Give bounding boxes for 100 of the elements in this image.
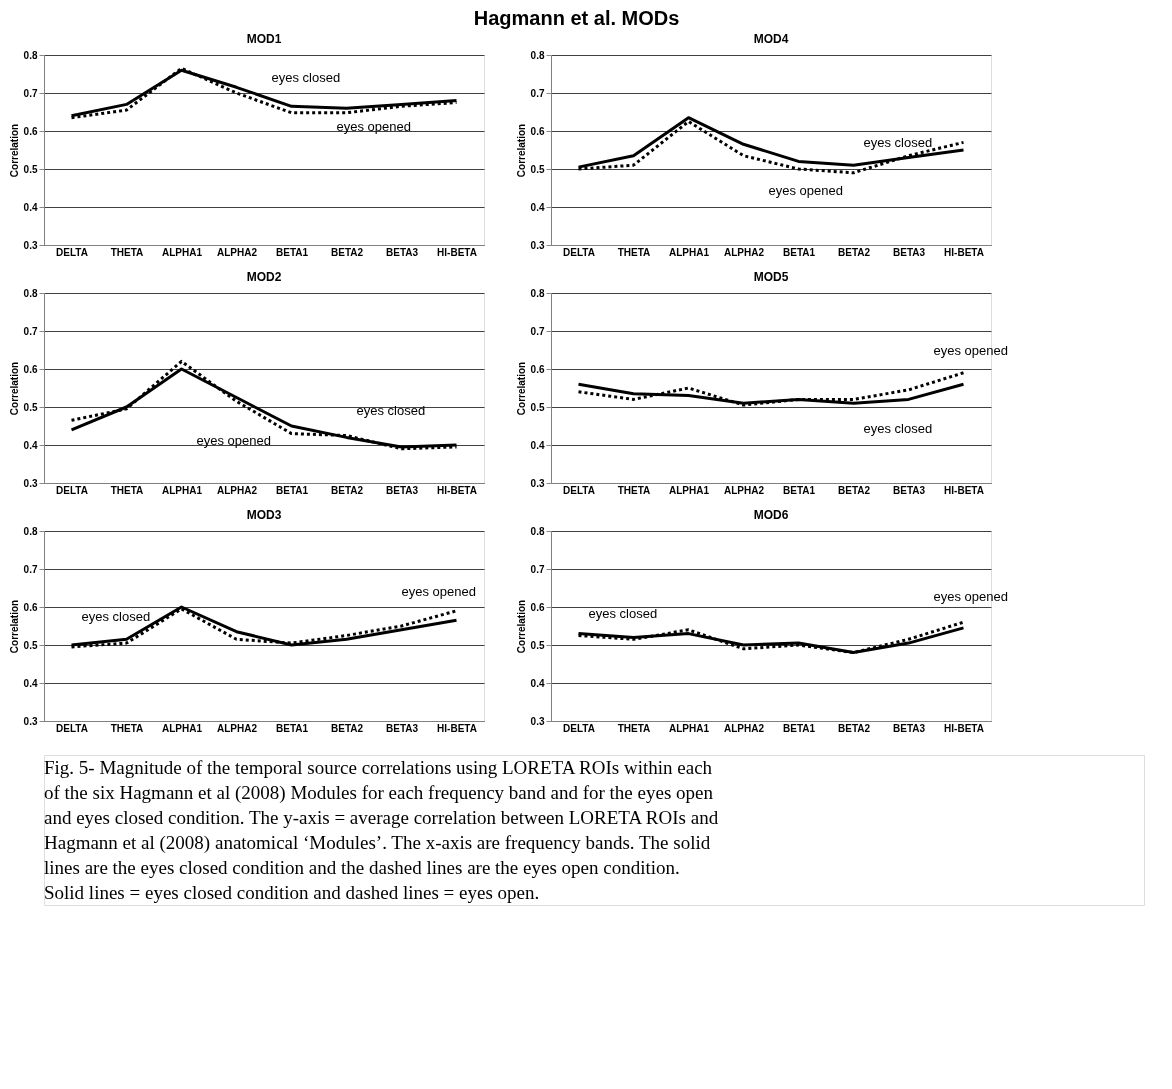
y-tick-label: 0.3: [530, 477, 545, 489]
series-label: eyes opened: [336, 118, 411, 134]
chart-title: MOD5: [753, 270, 789, 284]
y-tick-label: 0.6: [530, 363, 545, 375]
x-tick-label: ALPHA2: [216, 722, 258, 734]
series-label: eyes opened: [933, 342, 1008, 358]
x-tick-label: BETA2: [837, 246, 871, 258]
x-tick-label: BETA1: [782, 246, 816, 258]
x-tick-label: BETA2: [330, 722, 364, 734]
x-tick-label: THETA: [110, 484, 144, 496]
y-tick-label: 0.4: [23, 439, 38, 451]
x-tick-label: BETA3: [892, 722, 926, 734]
chart-title: MOD4: [753, 32, 789, 46]
y-tick-label: 0.7: [23, 325, 38, 337]
y-tick-label: 0.3: [530, 715, 545, 727]
y-tick-label: 0.7: [23, 563, 38, 575]
y-tick-label: 0.3: [23, 715, 38, 727]
y-axis-title: Correlation: [8, 123, 20, 178]
x-tick-label: BETA1: [275, 484, 309, 496]
y-tick-label: 0.7: [23, 87, 38, 99]
x-tick-label: BETA2: [330, 484, 364, 496]
y-tick-label: 0.4: [530, 201, 545, 213]
series-label: eyes closed: [863, 421, 933, 437]
x-tick-label: THETA: [617, 484, 651, 496]
series-label: eyes closed: [81, 609, 151, 624]
x-tick-label: DELTA: [563, 246, 595, 258]
x-tick-label: HI-BETA: [944, 722, 984, 734]
x-tick-label: ALPHA2: [216, 246, 258, 258]
x-tick-label: THETA: [617, 722, 651, 734]
x-tick-label: BETA3: [385, 722, 419, 734]
y-axis-title: Correlation: [8, 599, 20, 654]
y-tick-label: 0.5: [530, 401, 545, 413]
x-tick-label: BETA1: [782, 484, 816, 496]
text: of the six Hagmann et al (2008) Modules for each frequency band and for the eyes open: [44, 781, 714, 804]
x-tick-label: ALPHA1: [161, 722, 203, 734]
chart-title: MOD3: [246, 508, 282, 522]
text: eyes opened: [933, 589, 1008, 605]
y-tick-label: 0.7: [530, 563, 545, 575]
y-tick-label: 0.8: [23, 525, 38, 537]
y-tick-label: 0.5: [23, 639, 38, 651]
x-tick-label: THETA: [617, 246, 651, 258]
x-tick-label: BETA2: [837, 484, 871, 496]
x-tick-label: ALPHA1: [668, 484, 710, 496]
series-label: eyes opened: [768, 183, 843, 198]
text: and eyes closed condition. The y-axis = average correlation between LORETA ROIs and: [44, 806, 719, 828]
y-tick-label: 0.6: [530, 125, 545, 137]
x-tick-label: BETA3: [892, 246, 926, 258]
x-tick-label: DELTA: [563, 484, 595, 496]
x-tick-label: HI-BETA: [437, 484, 477, 496]
x-tick-label: THETA: [110, 246, 144, 258]
y-tick-label: 0.4: [530, 439, 545, 451]
series-label: eyes closed: [863, 135, 933, 151]
y-axis-title: Correlation: [8, 361, 20, 416]
text: Hagmann et al (2008) anatomical ‘Modules’. The x-axis are frequency bands. The solid: [44, 831, 711, 854]
caption: Fig. 5- Magnitude of the temporal source correlations using LORETA ROIs within each: [44, 756, 713, 778]
y-axis-title: Correlation: [515, 361, 527, 416]
x-tick-label: HI-BETA: [437, 246, 477, 258]
y-axis-title: Correlation: [515, 123, 527, 178]
y-tick-label: 0.7: [530, 325, 545, 337]
series-label: eyes opened: [401, 584, 476, 599]
text: Hagmann et al. MODs: [473, 6, 680, 29]
x-tick-label: BETA2: [837, 722, 871, 734]
y-tick-label: 0.4: [530, 677, 545, 689]
x-tick-label: BETA3: [385, 484, 419, 496]
y-tick-label: 0.4: [23, 677, 38, 689]
y-tick-label: 0.6: [23, 601, 38, 613]
x-tick-label: ALPHA1: [161, 484, 203, 496]
y-tick-label: 0.8: [530, 287, 545, 299]
x-tick-label: BETA1: [275, 722, 309, 734]
y-tick-label: 0.4: [23, 201, 38, 213]
x-tick-label: DELTA: [56, 484, 88, 496]
chart-title: MOD6: [753, 508, 789, 522]
x-tick-label: BETA3: [385, 246, 419, 258]
x-tick-label: HI-BETA: [944, 484, 984, 496]
x-tick-label: DELTA: [56, 722, 88, 734]
x-tick-label: DELTA: [56, 246, 88, 258]
x-tick-label: HI-BETA: [944, 246, 984, 258]
x-tick-label: DELTA: [563, 722, 595, 734]
series-label: eyes closed: [588, 605, 658, 621]
y-tick-label: 0.6: [530, 601, 545, 613]
x-tick-label: BETA2: [330, 246, 364, 258]
x-tick-label: ALPHA1: [668, 722, 710, 734]
x-tick-label: HI-BETA: [437, 722, 477, 734]
series-label: eyes closed: [356, 403, 426, 419]
y-tick-label: 0.3: [530, 239, 545, 251]
x-tick-label: ALPHA2: [723, 722, 765, 734]
x-tick-label: ALPHA2: [723, 484, 765, 496]
y-tick-label: 0.6: [23, 125, 38, 137]
x-tick-label: ALPHA1: [161, 246, 203, 258]
y-tick-label: 0.5: [23, 163, 38, 175]
y-tick-label: 0.5: [23, 401, 38, 413]
y-tick-label: 0.7: [530, 87, 545, 99]
text: Solid lines = eyes closed condition and dashed lines = eyes open.: [44, 881, 540, 903]
x-tick-label: THETA: [110, 722, 144, 734]
y-tick-label: 0.8: [530, 525, 545, 537]
series-label: eyes closed: [271, 70, 341, 86]
x-tick-label: ALPHA2: [723, 246, 765, 258]
x-tick-label: ALPHA1: [668, 246, 710, 258]
y-tick-label: 0.5: [530, 163, 545, 175]
y-tick-label: 0.8: [23, 287, 38, 299]
